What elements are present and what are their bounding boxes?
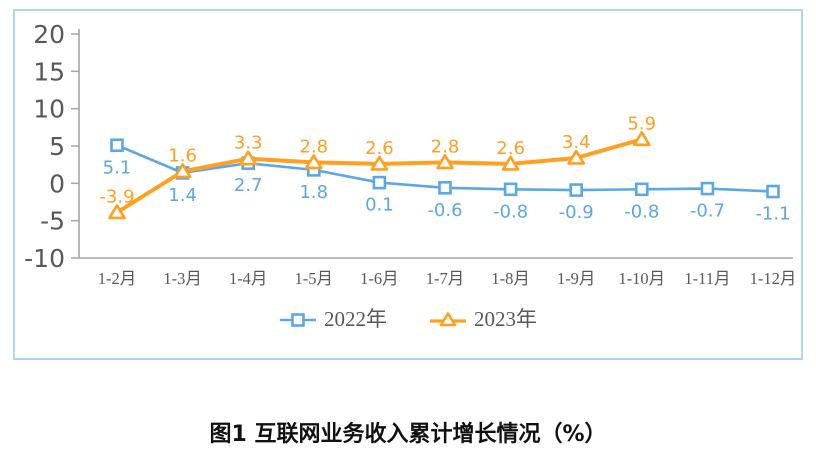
svg-text:1-12月: 1-12月	[750, 269, 797, 288]
legend-item-2022: 2022年	[279, 309, 387, 330]
svg-text:0: 0	[49, 169, 65, 198]
svg-text:1-5月: 1-5月	[295, 269, 334, 288]
svg-text:1-3月: 1-3月	[163, 269, 202, 288]
svg-text:1.8: 1.8	[299, 182, 328, 203]
legend-label-2023: 2023年	[474, 307, 537, 331]
svg-text:2.8: 2.8	[299, 136, 328, 157]
legend-item-2023: 2023年	[429, 309, 537, 330]
svg-text:-1.1: -1.1	[755, 204, 790, 225]
svg-text:-0.9: -0.9	[559, 202, 594, 223]
svg-text:-0.6: -0.6	[427, 200, 462, 221]
chart-legend: 2022年 2023年	[15, 309, 801, 330]
svg-text:1.6: 1.6	[168, 145, 197, 166]
svg-text:1-6月: 1-6月	[360, 269, 399, 288]
svg-text:1-8月: 1-8月	[491, 269, 530, 288]
triangle-marker-icon	[430, 311, 466, 326]
svg-text:5.1: 5.1	[103, 157, 132, 178]
svg-text:0.1: 0.1	[365, 195, 394, 216]
svg-text:10: 10	[33, 95, 65, 124]
svg-text:1-9月: 1-9月	[557, 269, 596, 288]
svg-text:2.8: 2.8	[431, 136, 460, 157]
svg-text:15: 15	[33, 57, 65, 86]
svg-text:-10: -10	[24, 244, 65, 273]
svg-text:5: 5	[49, 132, 65, 161]
svg-text:1-11月: 1-11月	[684, 269, 730, 288]
svg-text:3.4: 3.4	[562, 132, 591, 153]
svg-text:1-7月: 1-7月	[426, 269, 465, 288]
svg-text:-3.9: -3.9	[99, 186, 134, 207]
svg-text:2.6: 2.6	[496, 138, 525, 159]
svg-text:-0.8: -0.8	[624, 201, 659, 222]
svg-text:-5: -5	[40, 207, 65, 236]
svg-text:3.3: 3.3	[234, 133, 263, 154]
chart-panel: 20 15 10 5 0 -5 -10 1-2月 1-3月 1-4月 1-5月 1-6月 1-7月 1-8…	[13, 9, 803, 360]
svg-text:20: 20	[33, 20, 65, 49]
svg-text:5.9: 5.9	[627, 113, 656, 134]
square-marker-icon	[280, 312, 316, 327]
svg-text:1-2月: 1-2月	[98, 269, 137, 288]
svg-text:-0.7: -0.7	[690, 201, 725, 222]
legend-label-2022: 2022年	[324, 307, 387, 331]
figure-caption: 图1 互联网业务收入累计增长情况（%）	[209, 422, 607, 447]
line-chart: 20 15 10 5 0 -5 -10 1-2月 1-3月 1-4月 1-5月 1-6月 1-7月 1-8…	[24, 20, 797, 288]
svg-text:1-10月: 1-10月	[618, 269, 665, 288]
svg-text:-0.8: -0.8	[493, 201, 528, 222]
svg-text:2.7: 2.7	[234, 175, 263, 196]
svg-text:2.6: 2.6	[365, 138, 394, 159]
svg-text:1-4月: 1-4月	[229, 269, 268, 288]
svg-text:1.4: 1.4	[168, 185, 197, 206]
